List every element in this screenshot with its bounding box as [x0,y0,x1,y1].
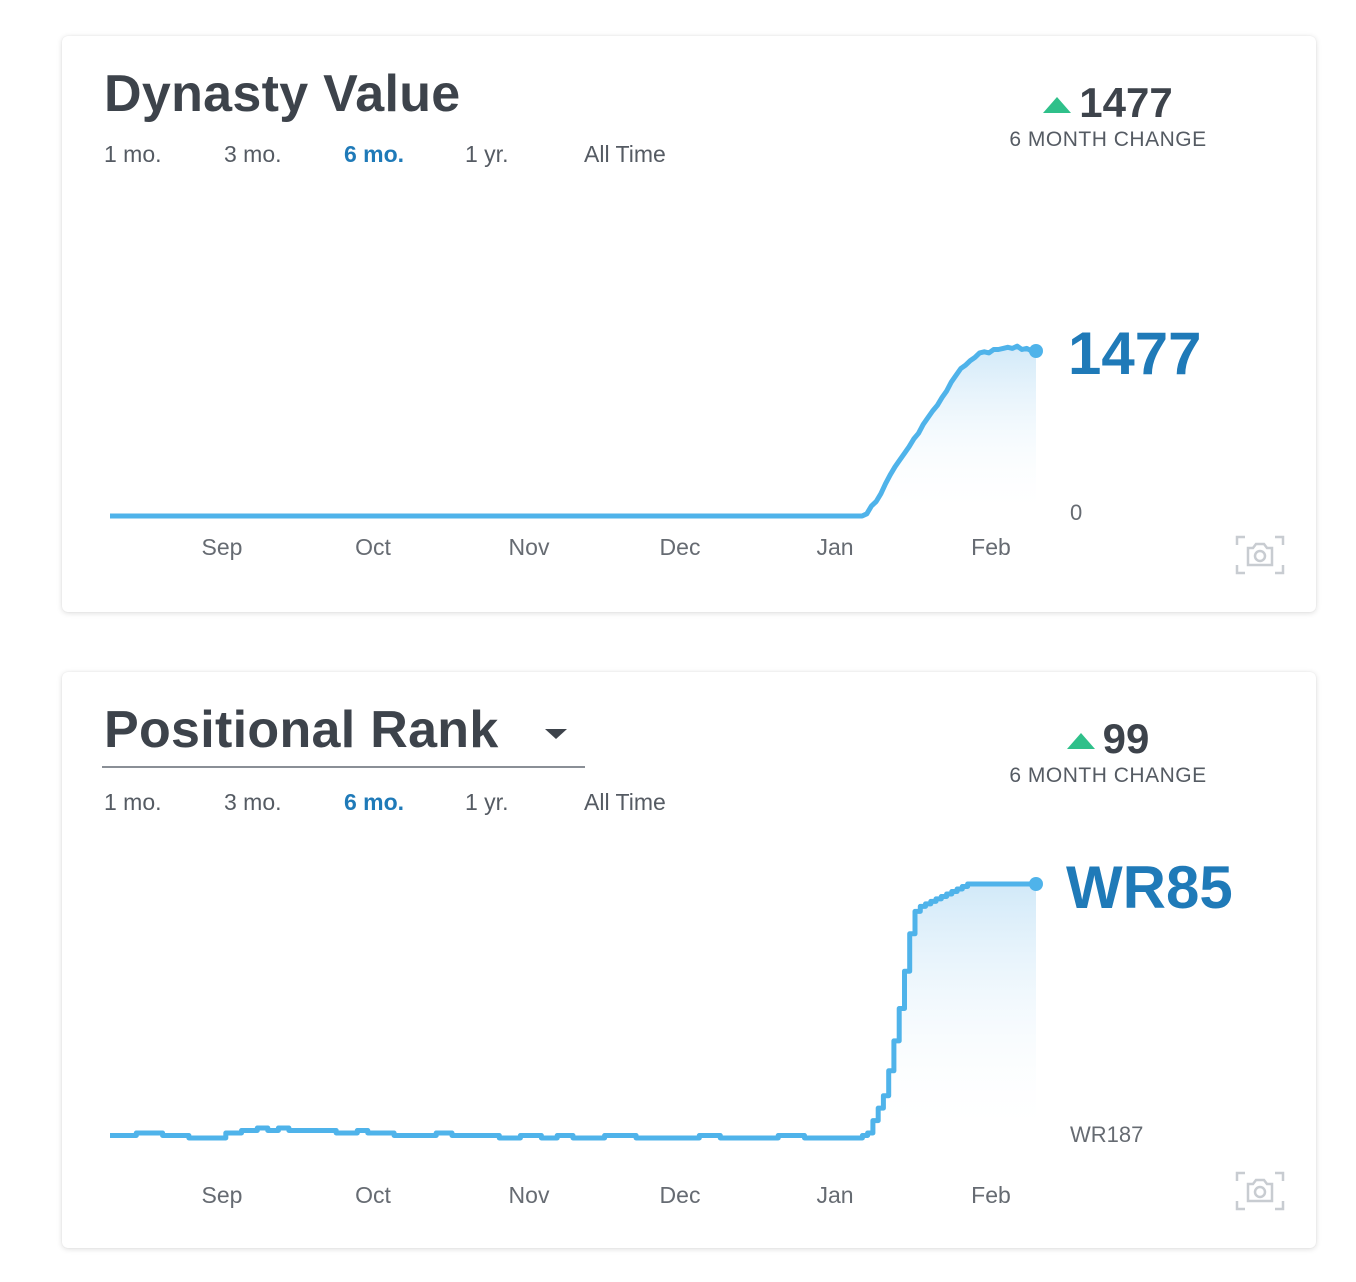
position-rank-dropdown[interactable]: Positional Rank [102,701,585,768]
month-label: Feb [971,1182,1011,1208]
chevron-down-icon [545,729,567,739]
month-label: Sep [201,534,243,560]
up-arrow-icon [1043,97,1072,113]
series-area [110,884,1036,1138]
range-tab-6mo[interactable]: 6 mo. [344,141,405,167]
month-label: Feb [971,534,1011,560]
up-arrow-icon [1066,733,1095,749]
change-summary: 99 6 MONTH CHANGE [978,716,1238,788]
month-label: Dec [659,1182,701,1208]
positional-rank-chart [110,877,1043,1141]
range-tab-1mo[interactable]: 1 mo. [104,141,162,167]
positional-rank-card: Positional Rank 1 mo. 3 mo. 6 mo. 1 yr. … [62,672,1316,1248]
month-label: Sep [201,1182,243,1208]
camera-icon[interactable] [1235,535,1285,575]
series-line [110,881,1036,1141]
month-label: Dec [659,534,701,560]
range-tab-6mo[interactable]: 6 mo. [344,789,405,815]
range-tab-1yr[interactable]: 1 yr. [465,789,509,815]
current-value: 1477 [1068,320,1202,387]
range-tab-all-time[interactable]: All Time [584,789,666,815]
axis-min-label: WR187 [1070,1122,1144,1147]
series-line [110,343,1037,519]
change-label: 6 MONTH CHANGE [1009,764,1207,787]
month-label: Nov [508,534,550,560]
current-point [1029,344,1043,358]
change-summary: 1477 6 MONTH CHANGE [978,80,1238,152]
month-label: Nov [508,1182,550,1208]
range-tab-3mo[interactable]: 3 mo. [224,789,282,815]
dynasty-value-card: Dynasty Value 1 mo. 3 mo. 6 mo. 1 yr. Al… [62,36,1316,612]
current-rank: WR85 [1066,854,1233,921]
change-value: 99 [1102,715,1150,762]
month-label: Oct [355,1182,391,1208]
dynasty-value-chart [110,343,1043,519]
range-tab-1mo[interactable]: 1 mo. [104,789,162,815]
month-label: Jan [816,534,854,560]
current-point [1029,877,1043,891]
month-label: Oct [355,534,391,560]
change-label: 6 MONTH CHANGE [1009,128,1207,151]
axis-min-label: 0 [1070,500,1083,525]
month-label: Jan [816,1182,854,1208]
camera-icon[interactable] [1235,1171,1285,1211]
card-title: Dynasty Value [104,65,461,123]
range-tab-all-time[interactable]: All Time [584,141,666,167]
series-area [110,346,1036,516]
card-title: Positional Rank [104,701,499,759]
range-tab-1yr[interactable]: 1 yr. [465,141,509,167]
change-value: 1477 [1079,79,1173,126]
range-tab-3mo[interactable]: 3 mo. [224,141,282,167]
